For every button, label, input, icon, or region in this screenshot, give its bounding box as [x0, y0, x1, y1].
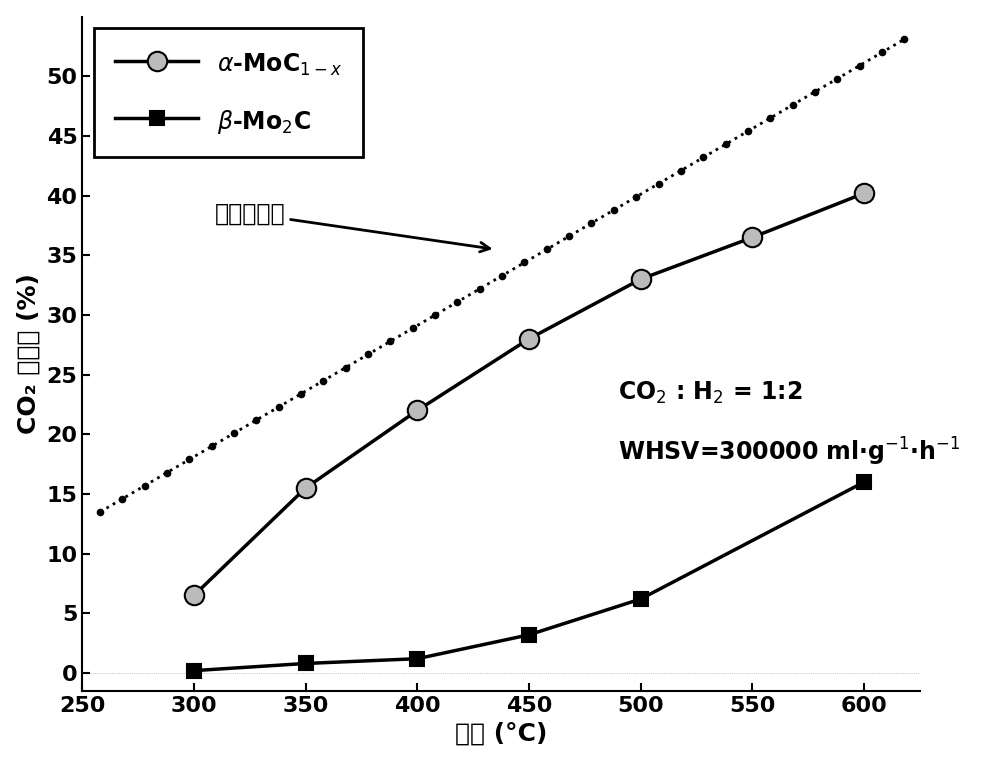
Text: 平衡转化率: 平衡转化率	[214, 202, 490, 251]
Legend: $\alpha$-MoC$_{1-x}$, $\beta$-Mo$_2$C: $\alpha$-MoC$_{1-x}$, $\beta$-Mo$_2$C	[94, 28, 363, 157]
Y-axis label: CO₂ 转化率 (%): CO₂ 转化率 (%)	[17, 274, 41, 434]
Text: CO$_2$ : H$_2$ = 1:2: CO$_2$ : H$_2$ = 1:2	[618, 379, 803, 405]
X-axis label: 温度 (°C): 温度 (°C)	[455, 722, 547, 745]
Text: WHSV=300000 ml·g$^{-1}$·h$^{-1}$: WHSV=300000 ml·g$^{-1}$·h$^{-1}$	[618, 436, 961, 469]
